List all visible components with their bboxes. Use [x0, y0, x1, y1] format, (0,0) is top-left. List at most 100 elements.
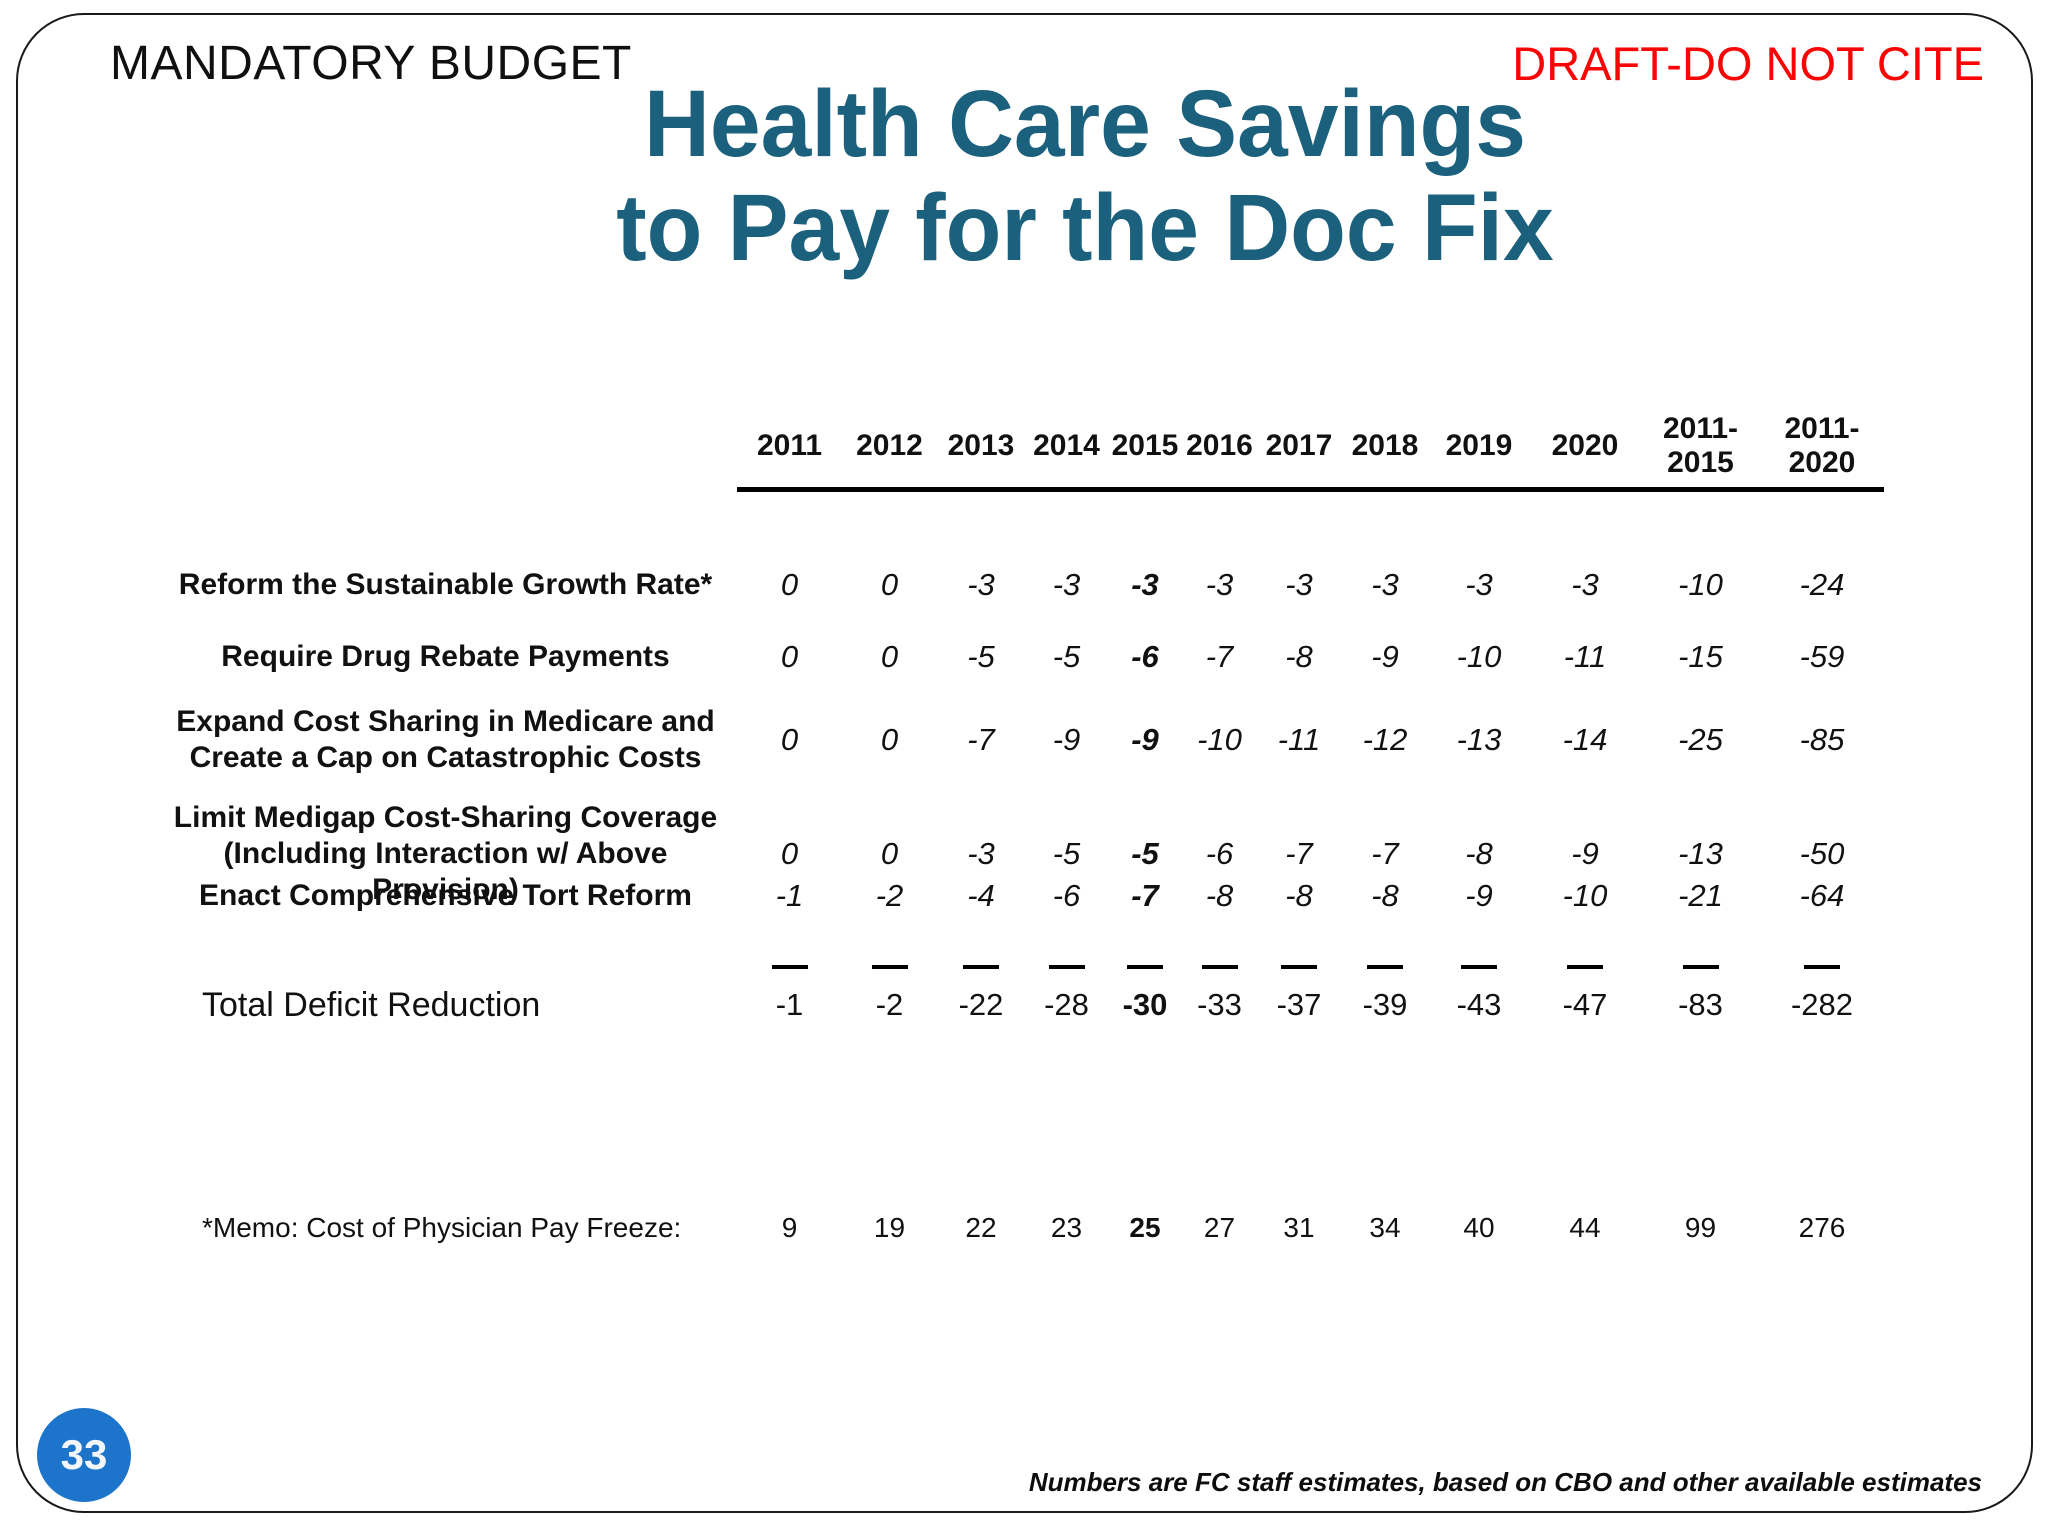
- value-cell-line: -8: [1465, 836, 1493, 871]
- year-header: 2015: [1108, 429, 1182, 463]
- total-label-line: Total Deficit Reduction: [202, 985, 541, 1024]
- total-value-cell: -1: [737, 987, 842, 1023]
- value-cell-line: 0: [880, 836, 899, 871]
- value-cell: -8: [1341, 878, 1429, 914]
- total-value-cell-line: -22: [958, 987, 1004, 1022]
- year-header: 2012: [842, 429, 937, 463]
- table-row: Expand Cost Sharing in Medicare and Creat…: [90, 680, 1884, 800]
- total-value-cell: -28: [1025, 987, 1108, 1023]
- total-value-cell: -30: [1108, 987, 1182, 1023]
- value-cell-line: -8: [1371, 878, 1399, 913]
- memo-value-cell: 276: [1760, 1212, 1884, 1244]
- value-cell-line: -15: [1678, 638, 1723, 674]
- year-header: 2017: [1257, 429, 1341, 463]
- slide-title-line1: Health Care Savings: [644, 71, 1526, 177]
- value-cell: -9: [1429, 878, 1529, 914]
- value-cell: -10: [1641, 567, 1760, 603]
- row-label-line: Create a Cap on Catastrophic Costs: [189, 741, 702, 774]
- value-cell-line: -3: [1571, 567, 1599, 602]
- value-cell-line: -7: [1285, 836, 1313, 871]
- value-cell-line: -9: [1571, 836, 1599, 871]
- value-cell: 0: [842, 722, 937, 758]
- total-value-cell: -33: [1182, 987, 1257, 1023]
- value-cell-line: -2: [875, 878, 904, 913]
- sum-dash: [1108, 956, 1182, 980]
- value-cell: -50: [1760, 836, 1884, 872]
- value-cell: -6: [1025, 878, 1108, 914]
- year-header-line: 2015: [1111, 429, 1179, 462]
- value-cell-line: -1: [775, 878, 804, 913]
- memo-value-cell: 34: [1341, 1212, 1429, 1244]
- value-cell: -7: [1341, 836, 1429, 872]
- year-header: 2018: [1341, 429, 1429, 463]
- memo-value-cell: 31: [1257, 1212, 1341, 1244]
- value-cell-line: 0: [780, 567, 799, 602]
- value-cell-line: -7: [967, 722, 995, 757]
- year-header: 2011: [737, 429, 842, 463]
- value-cell-line: -3: [1205, 567, 1234, 602]
- value-cell: -3: [1257, 567, 1341, 603]
- value-cell: -3: [1529, 567, 1641, 603]
- value-cell-line: -13: [1678, 836, 1723, 871]
- value-cell: 0: [737, 639, 842, 675]
- value-cell: -7: [1257, 836, 1341, 872]
- value-cell-line: 0: [880, 638, 899, 674]
- value-cell-line: -10: [1456, 638, 1502, 674]
- dash-spacer: [90, 974, 737, 980]
- value-cell-line: -13: [1456, 722, 1502, 757]
- year-header-line: 2014: [1033, 429, 1100, 462]
- value-cell-line: -12: [1362, 722, 1408, 757]
- value-cell-line: 0: [880, 567, 899, 602]
- value-cell-line: -10: [1562, 878, 1608, 913]
- value-cell-line: -3: [967, 567, 995, 602]
- value-cell: 0: [842, 836, 937, 872]
- sum-dash: [1025, 956, 1108, 980]
- value-cell: -25: [1641, 722, 1760, 758]
- value-cell: -15: [1641, 639, 1760, 675]
- total-value-cell-line: -47: [1562, 987, 1608, 1022]
- year-header-line: 2019: [1445, 429, 1513, 462]
- value-cell: -9: [1108, 722, 1182, 758]
- memo-value-cell: 22: [937, 1212, 1025, 1244]
- memo-row: *Memo: Cost of Physician Pay Freeze: 9 19 2…: [90, 1205, 1884, 1251]
- value-cell: -7: [1108, 878, 1182, 914]
- memo-value-cell-line: 27: [1203, 1212, 1236, 1243]
- row-label-line: Require Drug Rebate Payments: [221, 639, 670, 673]
- row-label-line: Enact Comprehensive Tort Reform: [199, 879, 692, 912]
- value-cell-line: -8: [1285, 638, 1313, 674]
- total-value-cell: -39: [1341, 987, 1429, 1023]
- value-cell-line: -8: [1205, 878, 1234, 913]
- memo-value-cell-line: 276: [1798, 1212, 1846, 1243]
- value-cell: -14: [1529, 722, 1641, 758]
- year-header-line: 2011-: [1784, 412, 1860, 445]
- sum-dash: [1341, 956, 1429, 980]
- memo-value-cell: 23: [1025, 1212, 1108, 1244]
- savings-table: 2011 2012 2013 2014 2015 2016 2017 2018 2019 2020…: [90, 405, 1884, 1251]
- value-cell-line: -7: [1131, 878, 1159, 913]
- value-cell: -8: [1429, 836, 1529, 872]
- value-cell-line: -24: [1799, 567, 1845, 602]
- total-value-cell-line: -2: [875, 987, 904, 1022]
- value-cell-line: 0: [780, 836, 799, 871]
- table-header-row: 2011 2012 2013 2014 2015 2016 2017 2018 2019 2020…: [90, 405, 1884, 487]
- value-cell: -8: [1182, 878, 1257, 914]
- value-cell-line: -11: [1277, 722, 1321, 757]
- value-cell: -24: [1760, 567, 1884, 603]
- sum-dash: [1529, 956, 1641, 980]
- total-value-cell: -2: [842, 987, 937, 1023]
- value-cell: -6: [1182, 836, 1257, 872]
- sum-dash-row: [90, 930, 1884, 980]
- value-cell-line: -10: [1678, 567, 1723, 602]
- year-header: 2020: [1529, 429, 1641, 463]
- sum-dash: [1257, 956, 1341, 980]
- memo-value-cell: 19: [842, 1212, 937, 1244]
- value-cell: -6: [1108, 639, 1182, 675]
- year-header-line: 2017: [1265, 429, 1333, 462]
- total-value-cell: -47: [1529, 987, 1641, 1023]
- value-cell-line: -14: [1562, 722, 1608, 757]
- value-cell: -3: [1429, 567, 1529, 603]
- value-cell-line: -50: [1799, 836, 1845, 871]
- value-cell-line: 0: [880, 722, 899, 757]
- sum-dash: [1429, 956, 1529, 980]
- value-cell-line: -5: [1052, 836, 1081, 871]
